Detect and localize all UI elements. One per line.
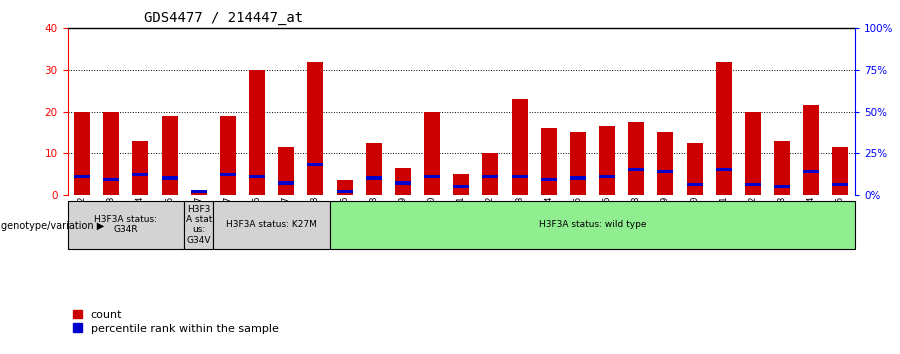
Bar bbox=[454, 174, 469, 195]
Bar bbox=[628, 122, 644, 195]
Bar bbox=[570, 132, 586, 195]
Text: H3F3A status: wild type: H3F3A status: wild type bbox=[539, 220, 646, 229]
Bar bbox=[278, 181, 294, 185]
Bar bbox=[162, 116, 177, 195]
Bar bbox=[337, 180, 353, 195]
Text: GDS4477 / 214447_at: GDS4477 / 214447_at bbox=[144, 11, 303, 25]
Bar bbox=[395, 181, 411, 185]
Bar bbox=[308, 163, 323, 166]
Bar bbox=[541, 128, 557, 195]
Bar bbox=[803, 105, 819, 195]
Bar bbox=[482, 175, 499, 178]
FancyBboxPatch shape bbox=[213, 200, 330, 249]
Legend: count, percentile rank within the sample: count, percentile rank within the sample bbox=[73, 310, 279, 333]
Bar bbox=[803, 170, 819, 173]
Bar bbox=[191, 190, 207, 193]
Bar bbox=[657, 170, 673, 173]
Bar bbox=[308, 62, 323, 195]
FancyBboxPatch shape bbox=[68, 200, 184, 249]
Bar bbox=[424, 175, 440, 178]
Bar bbox=[628, 168, 644, 171]
FancyBboxPatch shape bbox=[184, 200, 213, 249]
Bar bbox=[832, 147, 849, 195]
Bar bbox=[657, 132, 673, 195]
Bar bbox=[191, 193, 207, 195]
Bar bbox=[365, 176, 382, 180]
Bar bbox=[774, 141, 790, 195]
Bar bbox=[511, 99, 527, 195]
Bar bbox=[745, 112, 760, 195]
Bar bbox=[365, 143, 382, 195]
Text: H3F3A status:
G34R: H3F3A status: G34R bbox=[94, 215, 158, 234]
Bar bbox=[132, 173, 148, 176]
Bar bbox=[74, 112, 90, 195]
FancyBboxPatch shape bbox=[330, 200, 855, 249]
Bar bbox=[220, 173, 236, 176]
Bar bbox=[337, 190, 353, 193]
Bar bbox=[832, 183, 849, 186]
Bar bbox=[687, 183, 703, 186]
Bar bbox=[395, 168, 411, 195]
Bar bbox=[74, 175, 90, 178]
Bar bbox=[570, 176, 586, 180]
Bar bbox=[278, 147, 294, 195]
Bar bbox=[104, 112, 120, 195]
Bar bbox=[454, 185, 469, 188]
Bar bbox=[249, 175, 266, 178]
Bar bbox=[687, 143, 703, 195]
Bar bbox=[599, 175, 615, 178]
Bar bbox=[162, 176, 177, 180]
Bar bbox=[716, 62, 732, 195]
Text: genotype/variation ▶: genotype/variation ▶ bbox=[1, 221, 104, 231]
Text: H3F3A status: K27M: H3F3A status: K27M bbox=[226, 220, 317, 229]
Bar bbox=[104, 178, 120, 181]
Bar bbox=[541, 178, 557, 181]
Bar bbox=[716, 168, 732, 171]
Bar bbox=[424, 112, 440, 195]
Bar bbox=[599, 126, 615, 195]
Bar bbox=[745, 183, 760, 186]
Bar bbox=[132, 141, 148, 195]
Bar bbox=[511, 175, 527, 178]
Text: H3F3
A stat
us:
G34V: H3F3 A stat us: G34V bbox=[185, 205, 211, 245]
Bar bbox=[220, 116, 236, 195]
Bar bbox=[774, 185, 790, 188]
Bar bbox=[249, 70, 266, 195]
Bar bbox=[482, 153, 499, 195]
